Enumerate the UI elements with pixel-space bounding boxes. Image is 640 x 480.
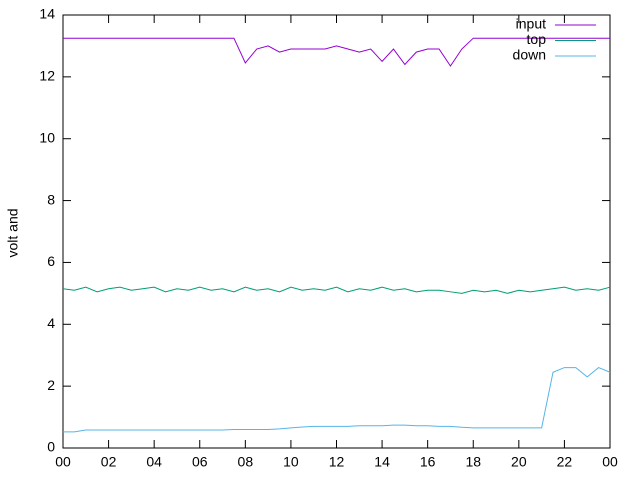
x-tick-label: 04 <box>146 454 162 470</box>
legend-label: input <box>516 16 546 32</box>
x-tick-label: 00 <box>55 454 71 470</box>
legend-label: down <box>513 47 546 63</box>
x-tick-label: 02 <box>101 454 117 470</box>
x-tick-label: 22 <box>557 454 573 470</box>
x-tick-label: 14 <box>374 454 390 470</box>
y-tick-label: 0 <box>47 439 55 455</box>
y-tick-label: 6 <box>47 253 55 269</box>
y-tick-label: 2 <box>47 377 55 393</box>
legend-label: top <box>527 31 547 47</box>
y-tick-label: 10 <box>39 129 55 145</box>
x-tick-label: 16 <box>420 454 436 470</box>
y-tick-label: 8 <box>47 191 55 207</box>
x-tick-label: 06 <box>192 454 208 470</box>
x-tick-label: 20 <box>511 454 527 470</box>
y-axis-label: volt and <box>5 208 21 257</box>
x-tick-label: 08 <box>238 454 254 470</box>
y-tick-label: 14 <box>39 6 55 22</box>
y-tick-label: 4 <box>47 315 55 331</box>
series-line <box>63 37 610 67</box>
series-line <box>62 286 611 294</box>
x-tick-label: 18 <box>465 454 481 470</box>
y-tick-label: 12 <box>39 68 55 84</box>
x-tick-label: 00 <box>602 454 618 470</box>
x-tick-label: 10 <box>283 454 299 470</box>
x-tick-label: 12 <box>329 454 345 470</box>
series-line <box>63 367 611 433</box>
plot-border <box>62 14 611 449</box>
